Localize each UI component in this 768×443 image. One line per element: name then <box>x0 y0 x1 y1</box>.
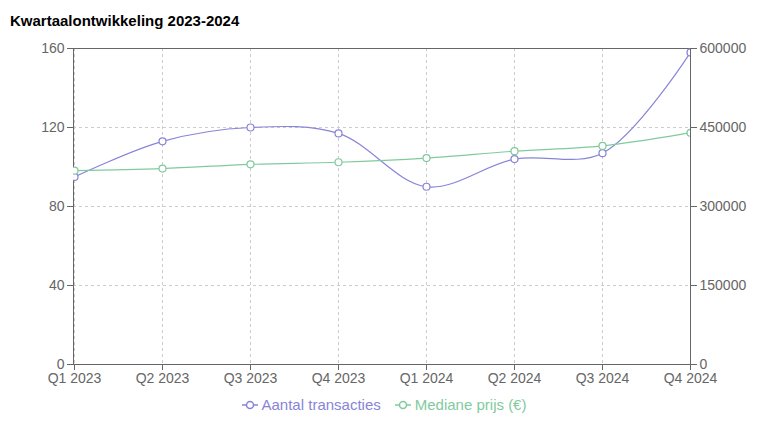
svg-text:450000: 450000 <box>700 119 747 135</box>
svg-text:Q2 2023: Q2 2023 <box>136 370 190 386</box>
svg-text:0: 0 <box>56 356 65 372</box>
html-text:Kwartaalontwikkeling 2023-2024: Kwartaalontwikkeling 2023-2024 <box>10 12 240 29</box>
svg-text:Q3 2024: Q3 2024 <box>576 370 630 386</box>
svg-text:150000: 150000 <box>700 277 747 293</box>
svg-text:Q1 2023: Q1 2023 <box>48 370 102 386</box>
html-text:Mediane prijs (€): Mediane prijs (€) <box>414 396 527 413</box>
svg-text:160: 160 <box>41 40 65 56</box>
svg-text:Q4 2023: Q4 2023 <box>312 370 366 386</box>
html-text:Aantal transacties: Aantal transacties <box>261 396 381 413</box>
svg-text:80: 80 <box>49 198 65 214</box>
svg-text:Q1 2024: Q1 2024 <box>400 370 454 386</box>
svg-text:600000: 600000 <box>700 40 747 56</box>
svg-text:120: 120 <box>41 119 65 135</box>
svg-text:0: 0 <box>700 356 708 372</box>
svg-text:Q2 2024: Q2 2024 <box>488 370 542 386</box>
svg-text:40: 40 <box>49 277 65 293</box>
svg-text:300000: 300000 <box>700 198 747 214</box>
svg-text:Q3 2023: Q3 2023 <box>224 370 278 386</box>
svg-text:Q4 2024: Q4 2024 <box>664 370 718 386</box>
